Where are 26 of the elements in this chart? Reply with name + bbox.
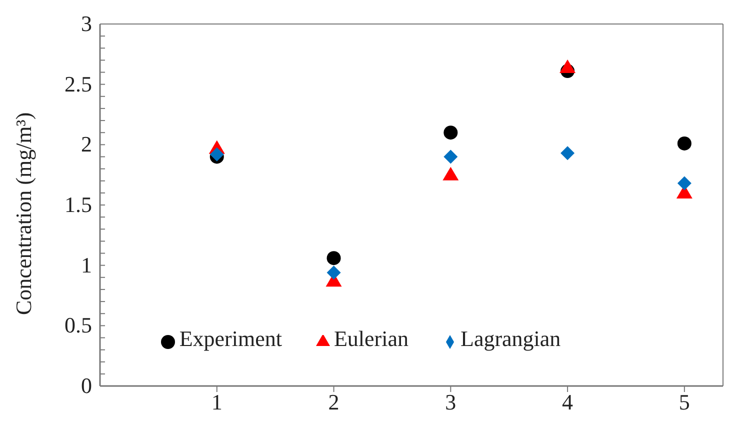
point xyxy=(677,136,692,150)
point xyxy=(560,146,575,160)
x-tick-label: 2 xyxy=(328,390,340,415)
legend-label: Lagrangian xyxy=(460,326,561,351)
y-tick-label: 0.5 xyxy=(64,312,92,338)
y-tick-label: 3 xyxy=(81,11,92,36)
point xyxy=(326,266,341,280)
legend-label: Experiment xyxy=(179,326,282,351)
y-tick-label: 1.5 xyxy=(64,192,92,217)
y-axis-title: Concentration (mg/m³) xyxy=(10,112,36,315)
y-tick-label: 2.5 xyxy=(64,71,92,96)
legend-label: Eulerian xyxy=(334,326,408,351)
point xyxy=(444,150,458,164)
y-tick-label: 0 xyxy=(81,373,92,398)
point xyxy=(560,59,576,74)
point xyxy=(442,166,459,180)
point xyxy=(444,126,458,140)
point xyxy=(326,251,341,266)
x-tick-label: 4 xyxy=(562,390,574,415)
x-tick-label: 1 xyxy=(211,390,222,415)
y-tick-label: 2 xyxy=(81,132,92,157)
point xyxy=(677,176,692,190)
x-tick-label: 5 xyxy=(678,390,690,415)
y-tick-label: 1 xyxy=(81,252,92,278)
point xyxy=(210,147,224,162)
x-tick-label: 3 xyxy=(445,390,456,415)
